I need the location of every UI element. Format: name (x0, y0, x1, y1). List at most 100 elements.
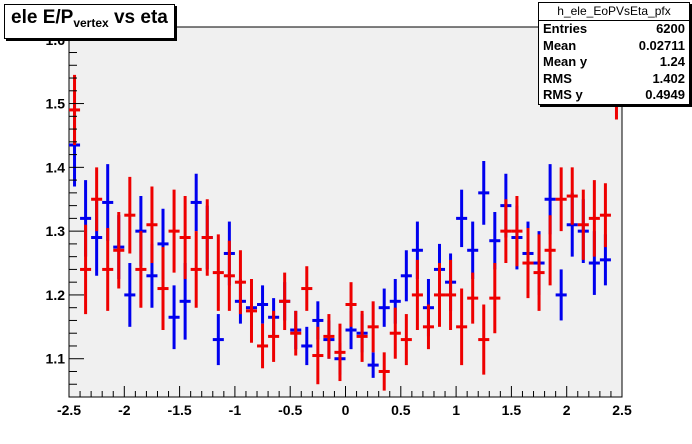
stats-label: RMS y (543, 87, 583, 102)
x-tick-label: -1.5 (168, 402, 192, 418)
data-point-red (334, 323, 346, 382)
data-point-red (279, 272, 291, 331)
stats-label: Entries (543, 21, 588, 36)
data-point-blue (378, 288, 390, 327)
stats-label: Mean (543, 37, 577, 53)
data-point-red (257, 323, 269, 369)
data-point-blue (257, 285, 269, 324)
data-point-red (113, 212, 125, 289)
series-red (69, 4, 622, 391)
data-point-red (223, 240, 235, 311)
stats-title: h_ele_EoPVsEta_pfx (539, 3, 689, 21)
x-tick-label: -2 (118, 402, 131, 418)
data-point-red (489, 263, 501, 334)
data-point-red (588, 180, 600, 257)
data-point-blue (190, 173, 202, 232)
data-point-blue (489, 212, 501, 270)
chart-title: ele E/Pvertex vs eta (4, 4, 175, 39)
data-point-red (544, 215, 556, 286)
data-point-red (157, 247, 169, 331)
data-point-red (367, 301, 379, 353)
data-point-blue (555, 269, 567, 321)
axes: -2.5 -2 -1.5 -1 -0.5 0 0.5 1 1.5 2 2.5 1.1 1.2 1.3 1.4… (46, 26, 632, 418)
plot-frame (68, 26, 623, 398)
data-point-red (290, 310, 302, 356)
data-point-red (80, 224, 92, 315)
data-point-red (312, 326, 324, 385)
data-point-red (168, 189, 180, 273)
x-tick-label: -0.5 (278, 402, 302, 418)
y-tick-label: 1.2 (46, 287, 66, 303)
data-point-red (356, 310, 368, 362)
data-point-red (234, 250, 246, 315)
stats-row-rms-y: RMS y 0.4949 (539, 87, 689, 104)
stats-label: Mean y (543, 54, 588, 69)
data-point-red (135, 231, 147, 308)
stats-row-mean-y: Mean y 1.24 (539, 54, 689, 71)
data-point-blue (168, 285, 180, 350)
data-point-red (400, 314, 412, 366)
data-point-red (190, 231, 202, 308)
stats-value: 0.4949 (645, 87, 685, 102)
data-point-red (478, 304, 490, 375)
y-tick-label: 1.5 (46, 96, 66, 112)
data-point-red (124, 176, 136, 254)
x-tick-label: -1 (229, 402, 242, 418)
y-tick-label: 1.3 (46, 223, 66, 239)
data-point-red (245, 278, 258, 343)
stats-value: 0.02711 (638, 37, 685, 53)
data-point-red (201, 199, 213, 276)
data-point-blue (212, 314, 224, 366)
stats-value: 6200 (656, 21, 685, 36)
x-tick-label: 0 (342, 402, 350, 418)
x-tick-label: 1.5 (502, 402, 522, 418)
stats-value: 1.402 (652, 70, 685, 86)
stats-row-mean: Mean 0.02711 (539, 38, 689, 55)
data-point-red (599, 183, 611, 248)
data-point-red (69, 74, 81, 146)
data-point-red (301, 266, 313, 311)
data-point-blue (467, 221, 479, 279)
data-point-red (323, 314, 335, 359)
title-main: ele E/P (11, 7, 74, 28)
x-tick-label: 1 (452, 402, 460, 418)
data-point-blue (478, 160, 490, 225)
data-point-red (500, 199, 512, 264)
data-point-blue (400, 250, 412, 302)
data-point-red (411, 259, 423, 331)
data-point-red (566, 167, 578, 225)
title-subscript: vertex (73, 16, 109, 30)
data-point-red (533, 234, 545, 311)
stats-box: h_ele_EoPVsEta_pfx Entries 6200 Mean 0.0… (538, 2, 690, 105)
x-tick-label: 2 (563, 402, 571, 418)
data-point-red (345, 282, 357, 327)
x-tick-label: 2.5 (612, 402, 632, 418)
data-point-red (389, 307, 401, 359)
y-tick-label: 1.1 (46, 351, 66, 367)
stats-label: RMS (543, 70, 572, 86)
title-tail: vs eta (108, 7, 168, 28)
x-tick-label: -2.5 (57, 402, 81, 418)
data-point-blue (301, 326, 313, 366)
stats-value: 1.24 (659, 54, 685, 69)
y-tick-label: 1.4 (46, 159, 66, 175)
data-point-blue (367, 352, 379, 378)
data-point-blue (456, 189, 468, 248)
data-point-red (511, 196, 523, 267)
data-marks (69, 4, 622, 391)
x-tick-label: 0.5 (391, 402, 411, 418)
data-point-red (91, 167, 103, 232)
data-point-red (456, 288, 468, 366)
stats-row-rms: RMS 1.402 (539, 71, 689, 88)
data-point-red (522, 227, 534, 299)
data-point-red (378, 352, 390, 391)
data-point-red (179, 196, 191, 279)
data-point-red (212, 234, 224, 311)
data-point-blue (124, 263, 136, 327)
data-point-red (146, 186, 158, 264)
data-point-red (422, 304, 434, 350)
data-point-red (445, 259, 457, 331)
data-point-red (555, 167, 567, 232)
data-point-red (268, 310, 280, 362)
